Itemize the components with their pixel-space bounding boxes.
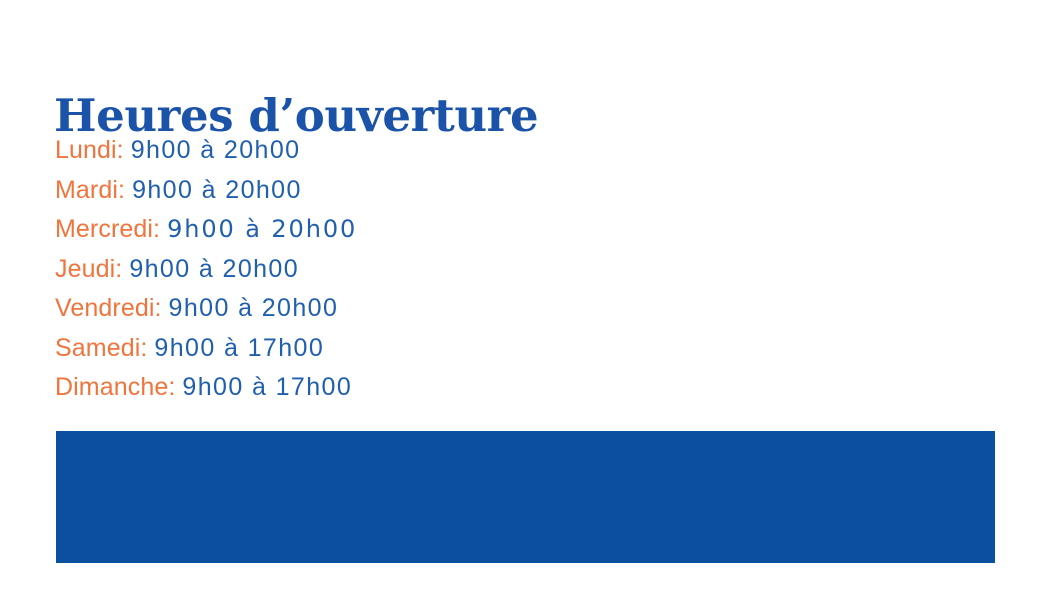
time-value: 9h00 à 20h00 [130,136,301,164]
day-label: Vendredi: [55,294,162,322]
list-item: Samedi: 9h00 à 17h00 [55,329,615,369]
day-label: Jeudi: [55,254,123,283]
page-title: Heures d’ouverture [54,89,539,143]
time-value: 9h00 à 20h00 [129,254,300,283]
day-label: Dimanche: [55,373,176,401]
day-label: Samedi: [55,333,148,362]
time-value: 9h00 à 20h00 [168,294,339,322]
bottom-color-block [56,431,995,563]
time-value: 9h00 à 20h00 [132,175,302,204]
opening-hours-list: Lundi: 9h00 à 20h00 Mardi: 9h00 à 20h00 Me… [55,131,615,408]
list-item: Mardi: 9h00 à 20h00 [55,171,615,211]
list-item: Mercredi: 9h00 à 20h00 [55,210,615,250]
day-label: Lundi: [55,136,124,164]
time-value: 9h00 à 17h00 [182,373,353,401]
time-value: 9h00 à 17h00 [154,333,325,362]
day-label: Mercredi: [55,215,161,243]
list-item: Jeudi: 9h00 à 20h00 [55,250,615,290]
list-item: Lundi: 9h00 à 20h00 [55,131,615,171]
list-item: Vendredi: 9h00 à 20h00 [55,289,615,329]
list-item: Dimanche: 9h00 à 17h00 [55,368,615,408]
day-label: Mardi: [55,175,126,204]
time-value: 9h00 à 20h00 [167,215,358,243]
